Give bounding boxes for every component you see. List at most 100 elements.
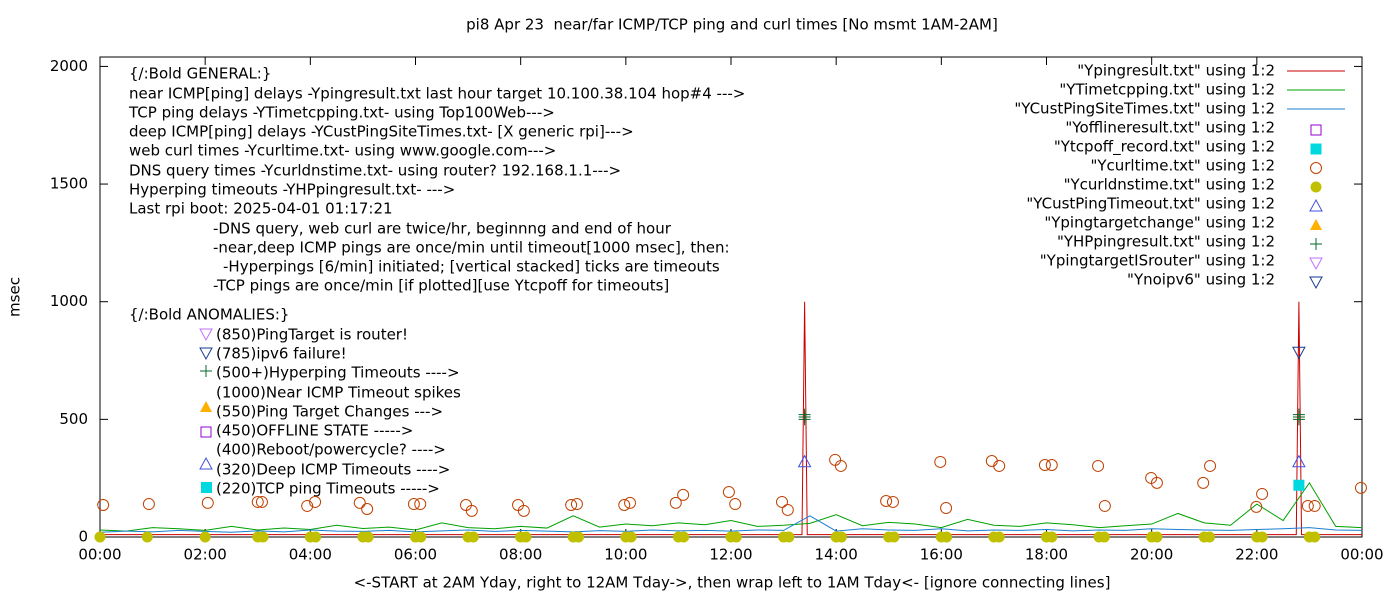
legend-label: "Ycurldnstime.txt" using 1:2 <box>1064 176 1275 194</box>
point <box>465 504 478 517</box>
point <box>141 531 153 543</box>
point <box>1309 531 1321 543</box>
point <box>1098 499 1111 512</box>
point <box>255 495 268 508</box>
point <box>1256 531 1268 543</box>
point <box>1038 459 1051 471</box>
annotation: (400)Reboot/powercycle? ----> <box>216 441 446 459</box>
point <box>797 454 812 468</box>
annotation: deep ICMP[ping] delays -YCustPingSiteTim… <box>129 123 634 141</box>
point <box>414 498 427 511</box>
annotation: TCP ping delays -YTimetcpping.txt- using… <box>128 104 555 122</box>
point <box>415 531 427 543</box>
symbol <box>201 482 212 493</box>
x-tick-label: 10:00 <box>604 546 647 564</box>
legend-swatch <box>1309 276 1323 290</box>
legend-label: "YHPpingresult.txt" using 1:2 <box>1057 233 1275 251</box>
point <box>1293 479 1305 491</box>
point <box>941 531 953 543</box>
point <box>1098 531 1110 543</box>
point <box>1092 459 1105 472</box>
point <box>888 531 900 543</box>
point <box>993 459 1006 472</box>
point <box>798 408 811 421</box>
point <box>669 496 682 509</box>
point <box>1308 499 1321 512</box>
point <box>512 499 525 511</box>
annotation: -near,deep ICMP pings are once/min until… <box>213 239 730 257</box>
point <box>834 459 847 472</box>
point <box>985 455 998 467</box>
annotation: Hyperping timeouts -YHPpingresult.txt- -… <box>129 181 455 199</box>
point <box>1197 476 1210 489</box>
point <box>142 498 155 511</box>
legend-label: "Yofflineresult.txt" using 1:2 <box>1065 119 1275 137</box>
annotation: (550)Ping Target Changes ---> <box>216 403 443 421</box>
annotation: (1000)Near ICMP Timeout spikes <box>216 384 461 402</box>
x-tick-label: 02:00 <box>184 546 227 564</box>
point <box>1151 531 1163 543</box>
point <box>1256 487 1269 500</box>
annotation: (850)PingTarget is router! <box>216 326 408 344</box>
annotation: (500+)Hyperping Timeouts ----> <box>216 364 460 382</box>
annotation: web curl times -Ycurltime.txt- using www… <box>129 142 556 160</box>
point <box>783 531 795 543</box>
annotation: (320)Deep ICMP Timeouts ----> <box>216 461 450 479</box>
annotation: -TCP pings are once/min [if plotted][use… <box>213 277 669 295</box>
annotation-symbols <box>199 328 213 493</box>
point <box>362 531 374 543</box>
point <box>565 499 578 511</box>
annotation: (450)OFFLINE STATE -----> <box>216 422 413 440</box>
legend-swatch <box>1310 181 1322 193</box>
annotation: (220)TCP ping Timeouts -----> <box>216 480 440 498</box>
legend-label: "YTimetcpping.txt" using 1:2 <box>1059 81 1275 99</box>
point <box>309 495 322 508</box>
point <box>459 499 472 511</box>
y-tick-label: 1500 <box>50 175 88 193</box>
point <box>97 499 110 511</box>
y-tick-label: 2000 <box>50 57 88 75</box>
legend-label: "YCustPingSiteTimes.txt" using 1:2 <box>1014 100 1275 118</box>
symbol <box>199 456 213 470</box>
point <box>618 499 631 511</box>
point <box>940 502 953 515</box>
y-axis-label: msec <box>6 277 24 317</box>
symbol <box>200 426 212 438</box>
point <box>880 495 893 507</box>
legend-label: "YCustPingTimeout.txt" using 1:2 <box>1026 195 1275 213</box>
point <box>1204 531 1216 543</box>
point <box>520 531 532 543</box>
y-tick-label: 1000 <box>50 292 88 310</box>
symbol <box>200 365 212 377</box>
x-tick-label: 18:00 <box>1025 546 1068 564</box>
point <box>1292 408 1305 421</box>
x-tick-label: 22:00 <box>1235 546 1278 564</box>
point <box>776 495 789 508</box>
point <box>1301 499 1314 512</box>
point <box>517 504 530 517</box>
y-tick-label: 0 <box>78 528 88 546</box>
x-axis-label: <-START at 2AM Yday, right to 12AM Tday-… <box>354 574 1111 592</box>
point <box>677 488 690 501</box>
symbol <box>199 328 213 342</box>
point <box>678 531 690 543</box>
point <box>624 496 637 509</box>
legend-label: "Ytcpoff_record.txt" using 1:2 <box>1054 138 1275 157</box>
legend-swatch <box>1309 257 1323 271</box>
symbol <box>199 347 213 361</box>
point <box>310 531 322 543</box>
annotation: near ICMP[ping] delays -Ypingresult.txt … <box>129 85 745 103</box>
legend-label: "YpingtargetISrouter" using 1:2 <box>1040 252 1275 270</box>
point <box>1250 500 1263 513</box>
annotation: -Hyperpings [6/min] initiated; [vertical… <box>223 258 720 276</box>
x-tick-label: 20:00 <box>1130 546 1173 564</box>
annotation: -DNS query, web curl are twice/hr, begin… <box>213 220 672 238</box>
legend-swatch <box>1309 198 1323 212</box>
point <box>467 531 479 543</box>
annotation: DNS query times -Ycurldnstime.txt- using… <box>129 162 621 180</box>
point <box>199 531 211 543</box>
x-tick-label: 06:00 <box>394 546 437 564</box>
point <box>1045 459 1058 471</box>
legend-label: "Ypingresult.txt" using 1:2 <box>1077 62 1275 80</box>
